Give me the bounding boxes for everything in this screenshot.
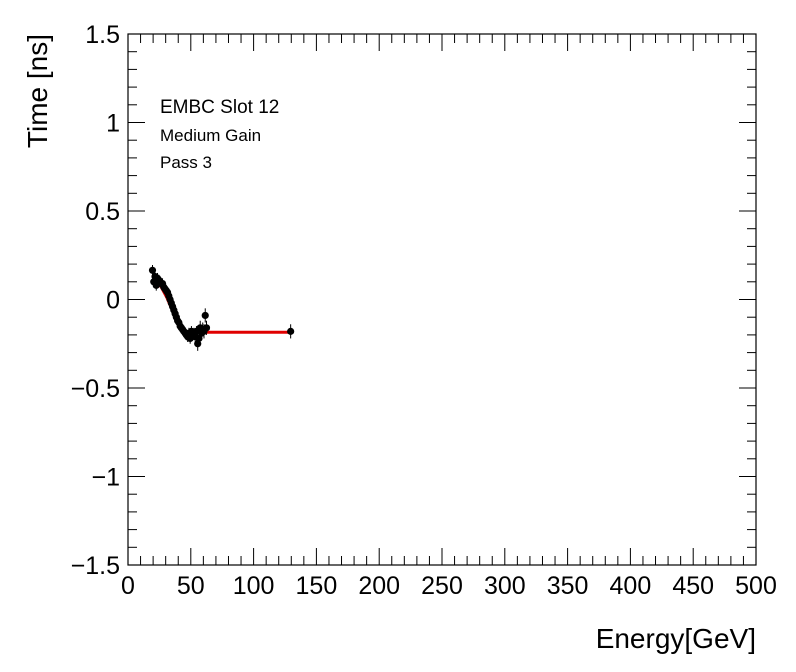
y-tick-label: 0 [106,287,120,315]
x-tick-label: 450 [672,572,714,600]
x-tick-label: 0 [121,572,135,600]
x-tick-label: 350 [547,572,589,600]
x-tick-label: 400 [610,572,652,600]
annotation-slot: EMBC Slot 12 [160,97,279,118]
x-tick-labels: 0 50 100 150 200 250 300 350 400 450 500 [121,572,777,600]
x-axis-title: Energy[GeV] [596,623,756,654]
x-tick-label: 200 [358,572,400,600]
y-tick-label: −1 [91,464,120,492]
y-tick-label: −0.5 [71,375,120,403]
y-axis-title: Time [ns] [22,34,53,148]
x-tick-label: 100 [233,572,275,600]
data-point [202,324,211,332]
x-tick-label: 50 [177,572,205,600]
y-tick-label: −1.5 [71,552,120,580]
axis-ticks [127,33,757,566]
annotation-gain: Medium Gain [160,126,261,145]
y-tick-labels: −1.5 −1 −0.5 0 0.5 1 1.5 [71,21,120,580]
data-point [148,266,157,274]
x-tick-label: 150 [296,572,338,600]
x-tick-label: 250 [421,572,463,600]
data-points [148,266,295,348]
y-tick-label: 0.5 [85,198,120,226]
y-tick-label: 1 [106,110,120,138]
y-tick-label: 1.5 [85,21,120,49]
annotation-pass: Pass 3 [160,153,212,172]
x-tick-label: 300 [484,572,526,600]
x-tick-label: 500 [735,572,777,600]
data-point [287,327,295,335]
data-point [201,311,209,320]
